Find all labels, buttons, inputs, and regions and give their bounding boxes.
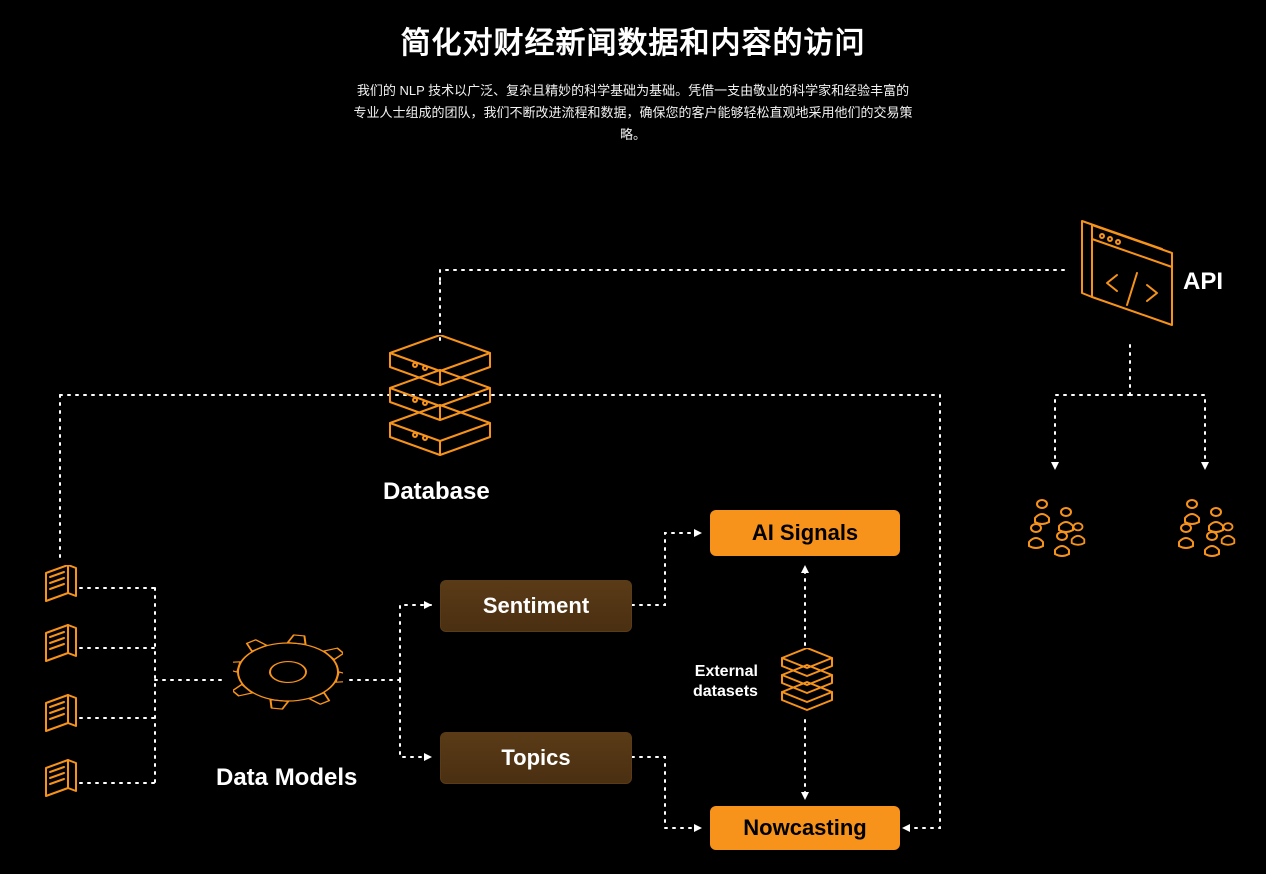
external-datasets-icon <box>778 648 836 720</box>
diagram-stage: 简化对财经新闻数据和内容的访问 我们的 NLP 技术以广泛、复杂且精妙的科学基础… <box>0 0 1266 874</box>
gear-icon <box>233 612 343 742</box>
api-icon <box>1072 215 1182 345</box>
people-left-icon <box>1024 492 1094 566</box>
database-icon <box>385 335 495 475</box>
data-models-label: Data Models <box>216 764 357 792</box>
people-right-icon <box>1174 492 1244 566</box>
sentiment-node: Sentiment <box>440 580 632 632</box>
connector-layer <box>0 0 1266 874</box>
nowcasting-node: Nowcasting <box>710 806 900 850</box>
external-datasets-label: External datasets <box>693 662 758 702</box>
api-label: API <box>1183 268 1223 296</box>
news-icons <box>43 565 85 805</box>
database-label: Database <box>383 478 490 506</box>
topics-node: Topics <box>440 732 632 784</box>
ai-signals-node: AI Signals <box>710 510 900 556</box>
